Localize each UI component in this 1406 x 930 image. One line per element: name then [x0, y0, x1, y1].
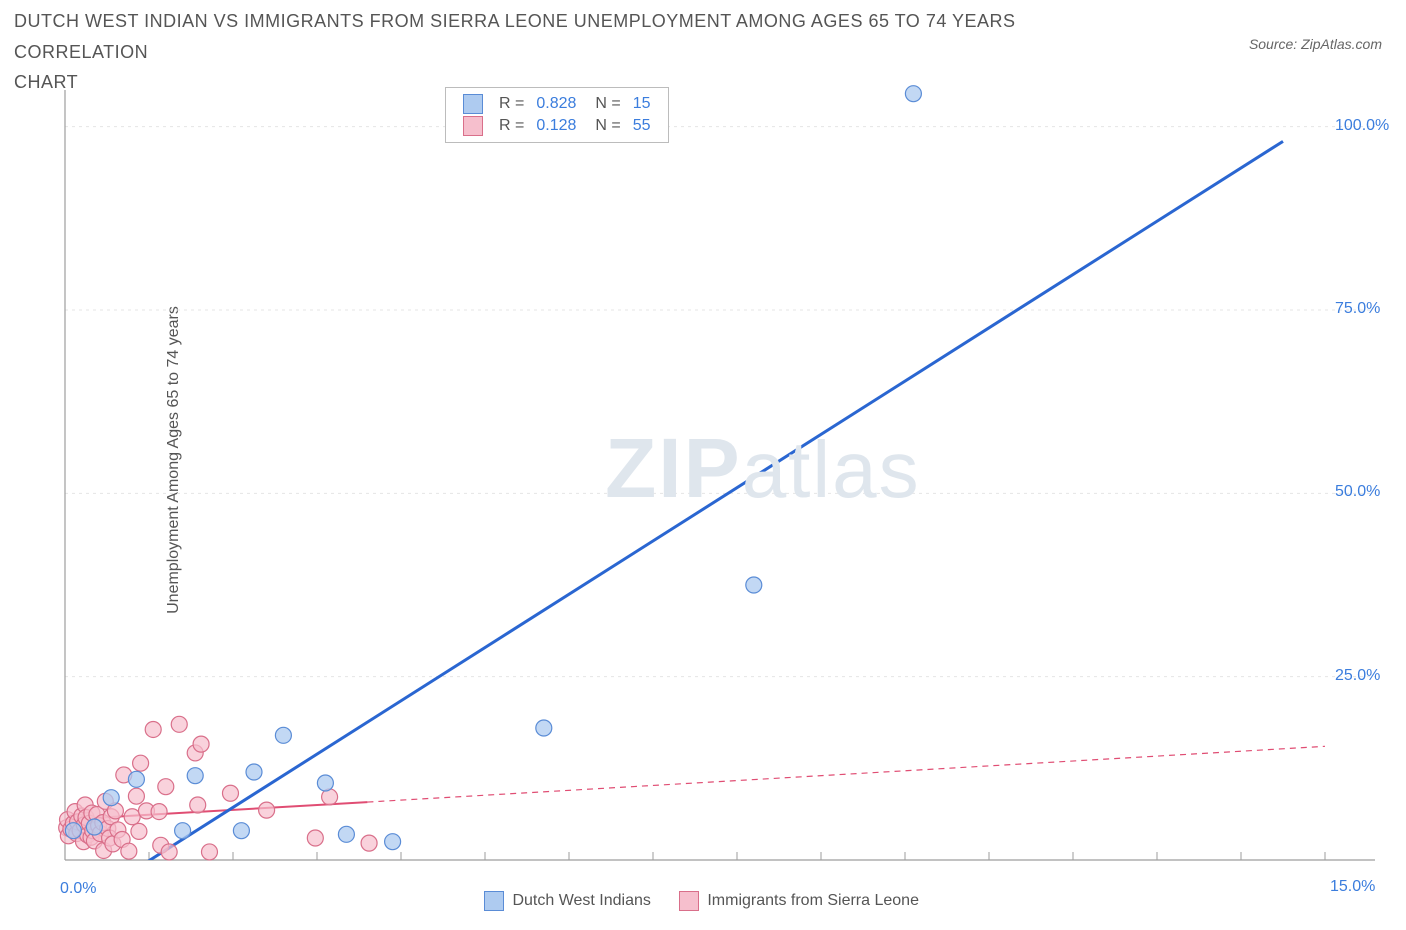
stats-legend: R =0.828N =15R =0.128N =55 [445, 87, 669, 143]
legend-item: Immigrants from Sierra Leone [679, 892, 919, 909]
chart-title-line1: DUTCH WEST INDIAN VS IMMIGRANTS FROM SIE… [14, 6, 1094, 67]
series-legend: Dutch West Indians Immigrants from Sierr… [470, 891, 933, 911]
plot-svg [55, 85, 1385, 885]
y-tick-label: 25.0% [1335, 667, 1380, 685]
y-tick-label: 50.0% [1335, 483, 1380, 501]
stats-legend-table: R =0.828N =15R =0.128N =55 [456, 92, 658, 138]
x-axis-end-label: 15.0% [1330, 878, 1375, 896]
x-tick-label: 0.0% [60, 880, 96, 898]
y-tick-label: 100.0% [1335, 117, 1389, 135]
legend-item: Dutch West Indians [484, 892, 651, 909]
scatter-plot: ZIPatlas R =0.828N =15R =0.128N =55 [55, 85, 1385, 885]
y-tick-label: 75.0% [1335, 300, 1380, 318]
source-attribution: Source: ZipAtlas.com [1249, 36, 1382, 52]
